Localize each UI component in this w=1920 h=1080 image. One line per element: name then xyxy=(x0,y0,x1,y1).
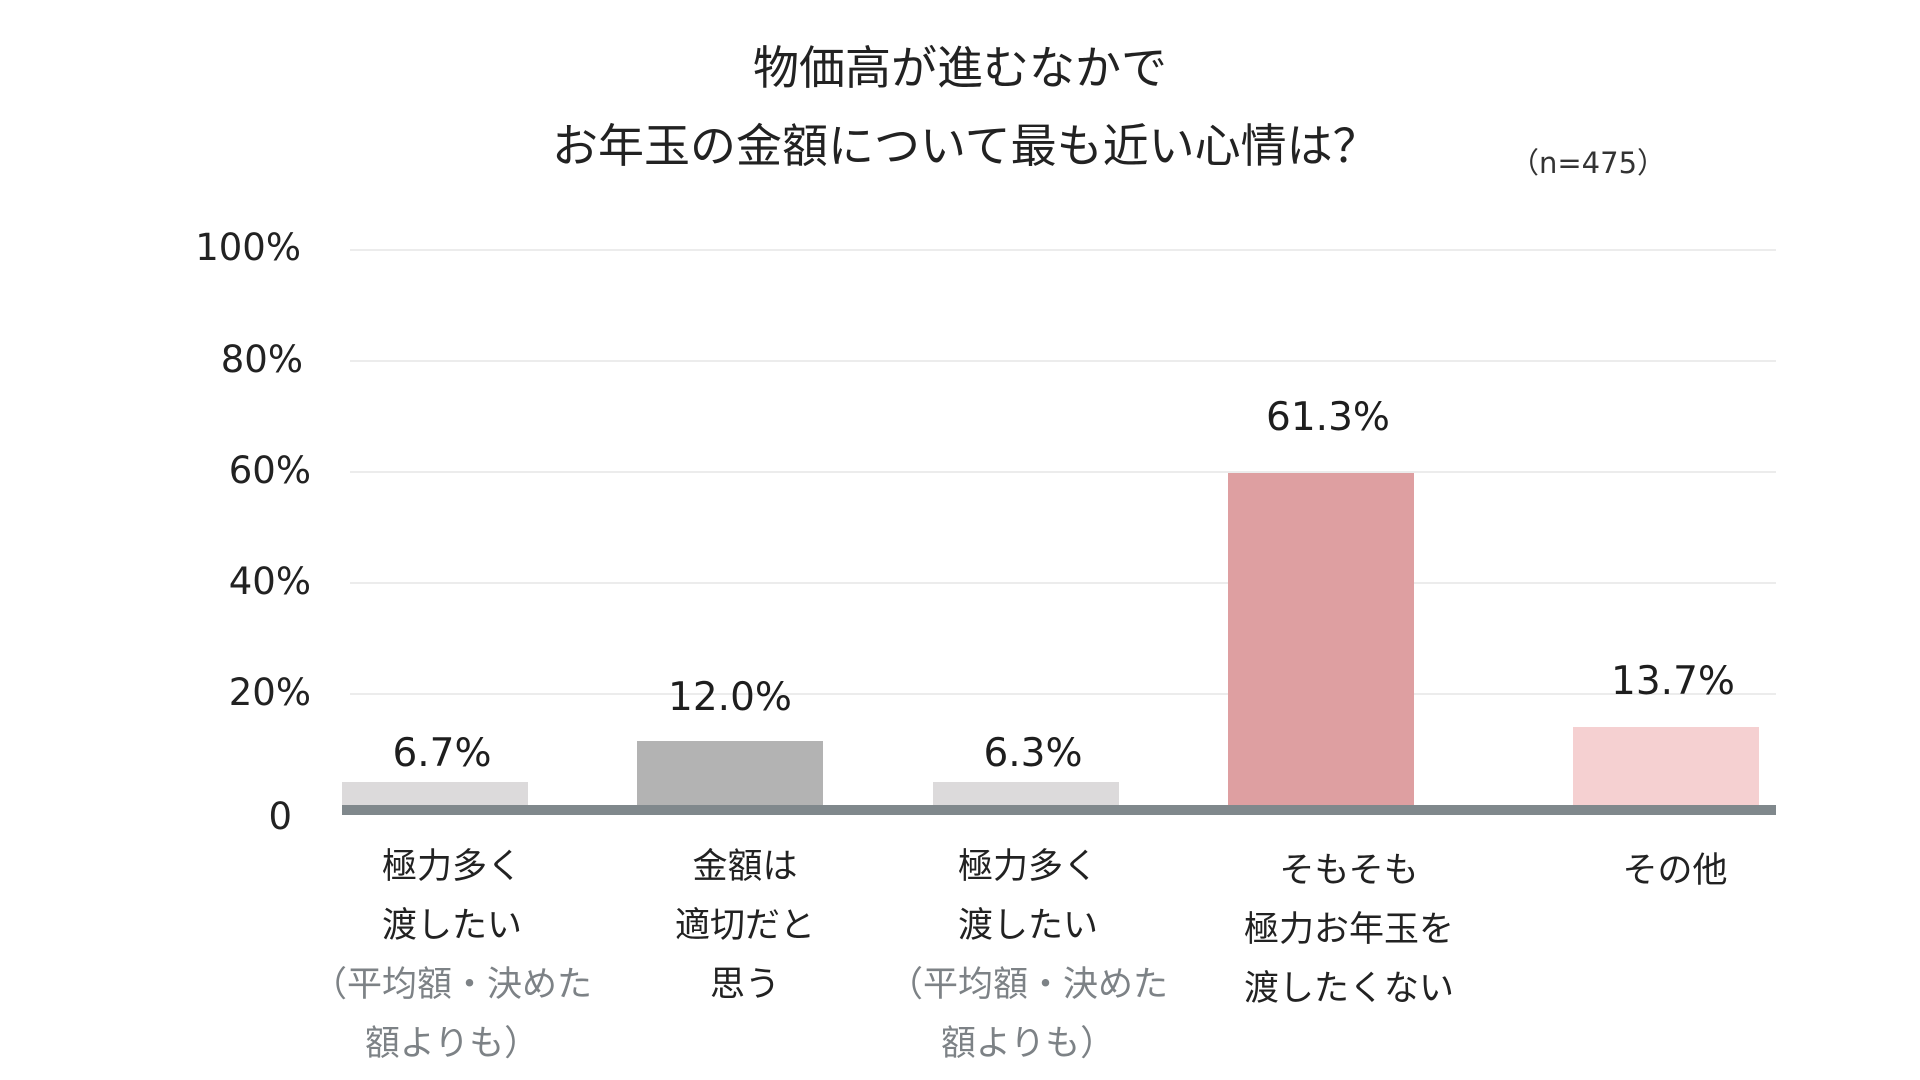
x-label-2-line-1: 金額は xyxy=(692,847,798,887)
bar-3 xyxy=(933,782,1119,806)
x-label-3-line-2: 渡したい xyxy=(957,906,1098,946)
y-tick-100: 100% xyxy=(195,226,301,269)
x-label-3-sub-2: 額よりも） xyxy=(940,1024,1116,1064)
x-axis-line xyxy=(342,805,1776,815)
x-label-1-line-2: 渡したい xyxy=(381,906,522,946)
y-tick-20: 20% xyxy=(228,671,311,714)
x-label-5: その他 xyxy=(1515,842,1835,901)
gridline-80 xyxy=(350,360,1776,362)
chart-title-line-1: 物価高が進むなかで xyxy=(753,41,1167,95)
bar-5 xyxy=(1573,727,1759,806)
bar-5-value: 13.7% xyxy=(1611,659,1735,704)
x-label-4-line-3: 渡したくない xyxy=(1243,969,1454,1009)
y-tick-80: 80% xyxy=(220,338,303,381)
x-label-1-sub-2: 額よりも） xyxy=(364,1024,540,1064)
x-label-3-sub-1: （平均額・決めた xyxy=(887,965,1168,1005)
sample-size-label: （n=475） xyxy=(1510,146,1667,180)
bar-4 xyxy=(1228,473,1414,806)
bar-1 xyxy=(342,782,528,806)
gridlines xyxy=(342,0,1776,1080)
chart-title-line-2: お年玉の金額について最も近い心情は？ xyxy=(552,119,1379,173)
bar-2 xyxy=(637,741,823,806)
gridline-100 xyxy=(350,249,1776,251)
gridline-60 xyxy=(350,471,1776,473)
bar-3-value: 6.3% xyxy=(983,731,1083,776)
x-label-3: 極力多く 渡したい （平均額・決めた 額よりも） xyxy=(868,838,1188,1074)
x-label-3-line-1: 極力多く xyxy=(957,847,1098,887)
bar-1-value: 6.7% xyxy=(392,731,492,776)
x-label-4-line-1: そもそも xyxy=(1279,851,1419,891)
x-label-1-sub-1: （平均額・決めた xyxy=(311,965,592,1005)
gridline-20 xyxy=(350,693,1776,695)
x-label-2-line-2: 適切だと xyxy=(674,906,815,946)
x-label-4-line-2: 極力お年玉を xyxy=(1243,910,1454,950)
y-tick-60: 60% xyxy=(228,449,311,492)
bar-4-value: 61.3% xyxy=(1266,395,1390,440)
x-label-2: 金額は 適切だと 思う xyxy=(585,838,905,1015)
x-label-1: 極力多く 渡したい （平均額・決めた 額よりも） xyxy=(292,838,612,1074)
x-label-5-line-1: その他 xyxy=(1622,851,1728,891)
gridline-40 xyxy=(350,582,1776,584)
y-tick-0: 0 xyxy=(268,795,292,838)
x-label-2-line-3: 思う xyxy=(709,965,780,1005)
y-tick-40: 40% xyxy=(228,560,311,603)
x-label-4: そもそも 極力お年玉を 渡したくない xyxy=(1189,842,1509,1019)
bar-2-value: 12.0% xyxy=(668,675,792,720)
x-label-1-line-1: 極力多く xyxy=(381,847,522,887)
